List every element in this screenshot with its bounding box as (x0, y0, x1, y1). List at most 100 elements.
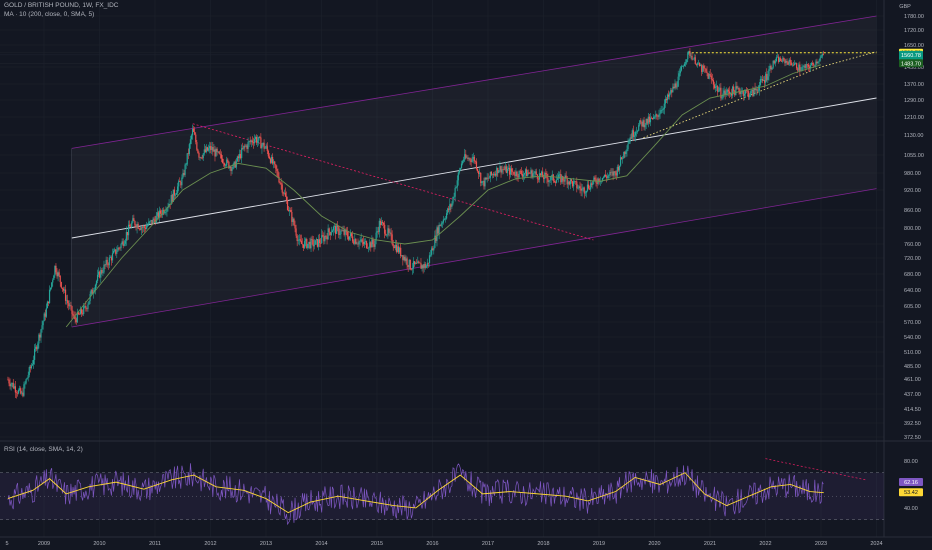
candle-body (683, 63, 686, 67)
candle-body (687, 52, 689, 60)
candle-body (25, 379, 27, 384)
candle-body (100, 270, 102, 278)
candle-body (73, 315, 75, 317)
candle-body (804, 65, 806, 68)
candle-body (786, 61, 788, 63)
candle-body (667, 94, 670, 97)
candle-body (601, 177, 604, 182)
candle-body (689, 50, 691, 57)
candle-body (177, 186, 179, 193)
candle-body (387, 228, 389, 235)
candle-body (483, 180, 485, 187)
candle-body (54, 265, 56, 276)
candle-body (447, 208, 449, 214)
candle-body (735, 86, 737, 96)
candle-body (807, 64, 810, 67)
price-tick-label: 1650.00 (904, 43, 924, 49)
candle-body (499, 166, 501, 171)
candle-body (491, 174, 494, 175)
candle-body (624, 151, 626, 155)
candle-body (626, 149, 628, 152)
candle-body (370, 242, 372, 248)
candle-body (585, 190, 588, 193)
candle-body (650, 117, 653, 119)
candle-body (215, 148, 217, 157)
candle-body (663, 103, 665, 110)
grid-lines (0, 0, 884, 537)
candle-body (568, 181, 570, 185)
candle-body (173, 189, 176, 196)
candle-body (264, 147, 266, 149)
candle-body (783, 58, 785, 60)
time-tick-label: 2011 (149, 541, 161, 547)
candle-body (302, 244, 305, 248)
candle-body (639, 120, 641, 126)
candle-body (700, 65, 702, 67)
candle-body (220, 154, 222, 159)
candle-body (513, 171, 515, 175)
candle-body (383, 222, 385, 225)
candle-body (736, 86, 738, 89)
candle-body (67, 300, 69, 304)
candle-body (527, 172, 529, 177)
candle-body (614, 171, 616, 173)
candle-body (325, 235, 327, 237)
candle-body (560, 174, 562, 183)
candle-body (344, 229, 346, 235)
candle-body (576, 181, 578, 189)
candle-body (822, 54, 824, 55)
candle-body (350, 233, 353, 237)
candle-body (448, 208, 450, 211)
price-tick-label: 437.00 (904, 392, 921, 398)
candle-body (583, 187, 585, 194)
candle-body (634, 132, 637, 136)
candle-body (139, 228, 141, 230)
candle-body (69, 305, 71, 307)
candle-body (497, 167, 499, 173)
candle-body (693, 57, 695, 59)
candle-body (76, 312, 78, 323)
candle-body (284, 192, 287, 197)
candle-body (489, 171, 491, 178)
candle-body (748, 91, 750, 98)
candle-body (644, 124, 646, 128)
moving-average-line (65, 64, 822, 328)
candle-body (140, 227, 142, 230)
price-tick-label: 1210.00 (904, 115, 924, 121)
candle-body (300, 240, 303, 244)
candle-body (39, 334, 41, 338)
candle-body (203, 149, 205, 154)
price-tick-label: 510.00 (904, 350, 921, 356)
candle-body (135, 225, 137, 228)
price-tick-label: 540.00 (904, 335, 921, 341)
candle-body (570, 179, 573, 182)
candle-body (102, 272, 104, 273)
candle-body (34, 348, 36, 360)
candle-body (456, 180, 458, 188)
candle-body (408, 259, 410, 268)
candle-body (669, 93, 671, 97)
time-tick-label: 2013 (260, 541, 272, 547)
candle-body (550, 175, 552, 180)
candle-body (131, 222, 133, 228)
candle-body (282, 192, 284, 194)
candle-body (439, 224, 441, 226)
candle-body (261, 144, 263, 149)
candle-body (364, 241, 367, 242)
candle-body (719, 87, 721, 91)
candle-body (475, 161, 478, 169)
candle-body (535, 171, 537, 175)
candle-body (613, 171, 615, 176)
rsi-ma-value-badge: 53.42 (904, 490, 918, 496)
candle-body (373, 244, 375, 247)
candle-body (416, 262, 418, 264)
candle-body (676, 86, 678, 88)
candle-body (322, 235, 324, 236)
candle-body (645, 118, 647, 125)
candle-body (207, 148, 210, 151)
candle-body (369, 242, 371, 248)
time-tick-label: 2022 (759, 541, 771, 547)
candle-body (433, 247, 435, 251)
candle-body (508, 167, 511, 175)
